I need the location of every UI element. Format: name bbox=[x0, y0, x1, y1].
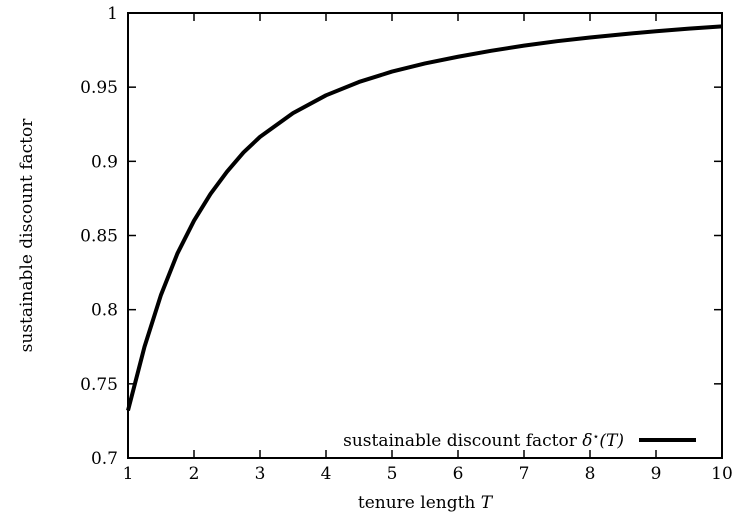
legend-label-sup: ⋆ bbox=[593, 430, 600, 443]
legend-label-symbol: δ bbox=[582, 431, 592, 451]
x-tick-label: 10 bbox=[711, 464, 733, 484]
y-tick-label: 0.8 bbox=[91, 301, 118, 321]
series-layer bbox=[126, 24, 723, 412]
legend-label-arg: (T) bbox=[599, 431, 624, 451]
y-tick-label: 0.95 bbox=[80, 78, 118, 98]
y-tick-label: 1 bbox=[107, 4, 118, 24]
x-tick-label: 2 bbox=[189, 464, 200, 484]
y-tick-label: 0.85 bbox=[80, 227, 118, 247]
x-tick-label: 7 bbox=[519, 464, 530, 484]
x-tick-label: 4 bbox=[321, 464, 332, 484]
x-axis-label-variable: T bbox=[481, 493, 494, 513]
legend: sustainable discount factor δ⋆(T) bbox=[343, 430, 696, 452]
legend-label: sustainable discount factor δ⋆(T) bbox=[343, 430, 624, 452]
x-tick-label: 6 bbox=[453, 464, 464, 484]
series-line bbox=[126, 24, 723, 412]
ticks-layer: 1 2 3 4 5 6 7 8 9 10 0.7 0.75 0.8 0.85 0.9 0.95 1 bbox=[80, 4, 733, 484]
x-axis-label: tenure length T bbox=[358, 493, 494, 513]
legend-label-text: sustainable discount factor bbox=[343, 431, 582, 451]
y-tick-label: 0.9 bbox=[91, 152, 118, 172]
x-tick-label: 8 bbox=[585, 464, 596, 484]
plot-frame bbox=[127, 12, 723, 459]
x-tick-label: 3 bbox=[255, 464, 266, 484]
y-tick-label: 0.75 bbox=[80, 375, 118, 395]
x-axis-label-text: tenure length bbox=[358, 493, 481, 513]
x-tick-label: 1 bbox=[123, 464, 134, 484]
x-tick-label: 5 bbox=[387, 464, 398, 484]
x-tick-label: 9 bbox=[651, 464, 662, 484]
y-tick-label: 0.7 bbox=[91, 449, 118, 469]
y-axis-label: sustainable discount factor bbox=[17, 118, 37, 353]
